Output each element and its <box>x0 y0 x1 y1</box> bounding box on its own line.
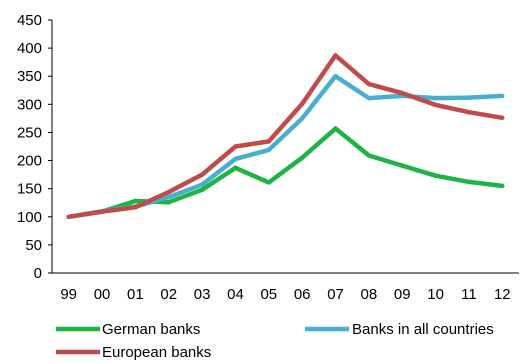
data-point <box>466 110 472 115</box>
data-point <box>199 182 205 187</box>
data-point <box>299 155 305 160</box>
data-point <box>500 115 505 121</box>
data-point <box>233 156 238 162</box>
y-tick-label: 100 <box>17 209 42 226</box>
data-point <box>466 179 472 185</box>
y-tick-label: 250 <box>17 124 42 141</box>
x-tick-label: 06 <box>294 286 311 303</box>
data-point <box>133 205 138 210</box>
y-tick-label: 50 <box>25 237 42 254</box>
data-point <box>66 214 71 219</box>
y-tick-label: 0 <box>34 265 42 282</box>
legend-label: German banks <box>102 321 200 338</box>
data-point <box>166 194 171 200</box>
data-point <box>99 209 105 214</box>
data-point <box>133 198 138 204</box>
x-tick-label: 03 <box>194 286 211 303</box>
data-point <box>433 95 438 101</box>
data-point <box>199 172 205 177</box>
x-axis: 99 00 01 02 03 04 05 06 07 08 09 10 11 12 <box>52 272 519 303</box>
y-tick-label: 300 <box>17 96 42 113</box>
data-point <box>333 74 338 79</box>
data-point <box>266 147 272 153</box>
x-tick-label: 10 <box>427 286 444 303</box>
x-tick-label: 02 <box>160 286 177 303</box>
data-point <box>333 126 338 131</box>
data-point <box>233 165 238 171</box>
x-tick-label: 04 <box>227 286 244 303</box>
y-tick-label: 150 <box>17 181 42 198</box>
data-point <box>400 90 405 96</box>
data-point <box>166 199 171 205</box>
data-point <box>299 116 305 121</box>
x-tick-label: 07 <box>327 286 344 303</box>
legend-label: Banks in all countries <box>352 321 494 338</box>
x-tick-label: 01 <box>127 286 144 303</box>
data-point <box>366 95 372 101</box>
data-point <box>433 102 438 108</box>
x-tick-label: 12 <box>494 286 511 303</box>
data-point <box>433 173 438 178</box>
data-point <box>400 163 405 168</box>
y-tick-label: 450 <box>17 12 42 29</box>
x-tick-label: 08 <box>361 286 378 303</box>
series-line-2 <box>68 53 503 220</box>
series-lines <box>66 53 505 220</box>
y-axis: 0 50 100 150 200 250 300 350 400 450 <box>17 12 53 282</box>
data-point <box>333 53 338 58</box>
legend-label: European banks <box>102 344 211 361</box>
data-point <box>299 101 305 106</box>
data-point <box>466 95 472 100</box>
x-tick-label: 11 <box>461 286 477 303</box>
data-point <box>366 81 372 87</box>
data-point <box>266 180 272 185</box>
y-tick-label: 200 <box>17 153 42 170</box>
y-tick-label: 350 <box>17 68 42 85</box>
data-point <box>199 187 205 192</box>
y-tick-label: 400 <box>17 40 42 57</box>
data-point <box>500 93 505 99</box>
legend: German banks Banks in all countries Europe… <box>56 321 494 361</box>
data-point <box>500 183 505 189</box>
x-tick-label: 99 <box>60 286 77 303</box>
data-point <box>166 189 171 195</box>
data-point <box>266 139 272 144</box>
data-point <box>233 144 238 149</box>
x-tick-label: 09 <box>394 286 411 303</box>
x-tick-label: 00 <box>94 286 111 303</box>
series-line-0 <box>68 126 503 220</box>
data-point <box>366 153 372 158</box>
x-tick-label: 05 <box>260 286 277 303</box>
